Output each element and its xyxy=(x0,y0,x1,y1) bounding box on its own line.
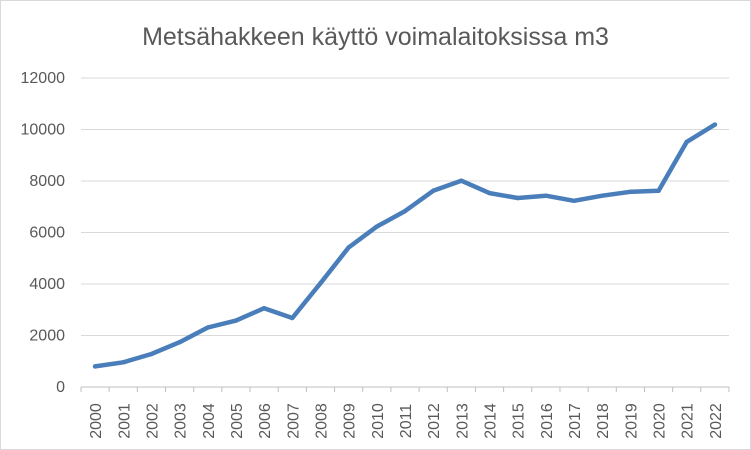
x-tick-label: 2016 xyxy=(539,403,556,439)
y-tick-label: 8000 xyxy=(29,173,65,190)
x-tick-label: 2001 xyxy=(116,403,133,439)
data-point xyxy=(600,193,605,198)
data-point xyxy=(92,364,98,369)
y-tick-label: 2000 xyxy=(29,328,65,345)
x-tick-label: 2020 xyxy=(652,403,669,439)
x-tick-label: 2000 xyxy=(88,403,105,439)
x-tick-label: 2008 xyxy=(313,403,330,439)
x-tick-label: 2019 xyxy=(623,403,640,439)
data-point xyxy=(233,318,239,323)
x-tick-label: 2009 xyxy=(342,403,359,439)
chart-title: Metsähakkeen käyttö voimalaitoksissa m3 xyxy=(142,23,609,51)
x-tick-label: 2013 xyxy=(454,403,471,439)
data-point xyxy=(543,193,549,198)
x-tick-label: 2003 xyxy=(173,403,190,439)
x-tick-label: 2012 xyxy=(426,403,443,439)
data-point xyxy=(261,306,267,311)
data-point xyxy=(177,339,182,345)
x-tick-label: 2022 xyxy=(708,403,725,439)
data-point xyxy=(374,224,380,229)
y-tick-label: 12000 xyxy=(21,70,66,87)
x-tick-label: 2011 xyxy=(398,404,415,439)
x-tick-label: 2010 xyxy=(370,403,387,439)
data-point xyxy=(149,351,154,357)
data-point xyxy=(515,195,520,201)
data-point xyxy=(205,325,210,330)
x-tick-label: 2006 xyxy=(257,403,274,439)
data-point xyxy=(290,315,295,321)
x-tick-label: 2021 xyxy=(680,403,697,439)
data-point xyxy=(402,208,408,214)
data-point xyxy=(571,198,577,204)
data-point xyxy=(684,139,689,145)
y-tick-label: 0 xyxy=(56,379,65,396)
x-tick-label: 2005 xyxy=(229,403,246,439)
x-tick-label: 2007 xyxy=(285,403,302,439)
x-tick-label: 2018 xyxy=(595,403,612,439)
y-tick-label: 4000 xyxy=(29,276,65,293)
x-tick-label: 2002 xyxy=(144,403,161,439)
data-point xyxy=(487,190,492,196)
y-tick-label: 6000 xyxy=(29,225,65,242)
y-tick-label: 10000 xyxy=(21,122,66,139)
data-point xyxy=(346,245,351,250)
series-line xyxy=(92,122,718,369)
data-point xyxy=(121,360,126,365)
data-point xyxy=(628,189,633,195)
x-tick-label: 2004 xyxy=(201,403,218,439)
x-tick-label: 2014 xyxy=(483,403,500,439)
data-point xyxy=(712,122,718,127)
data-point xyxy=(656,188,661,193)
data-point xyxy=(459,178,464,183)
data-point xyxy=(430,188,436,193)
data-point xyxy=(318,281,323,286)
x-tick-label: 2017 xyxy=(567,403,584,439)
x-tick-label: 2015 xyxy=(511,403,528,439)
